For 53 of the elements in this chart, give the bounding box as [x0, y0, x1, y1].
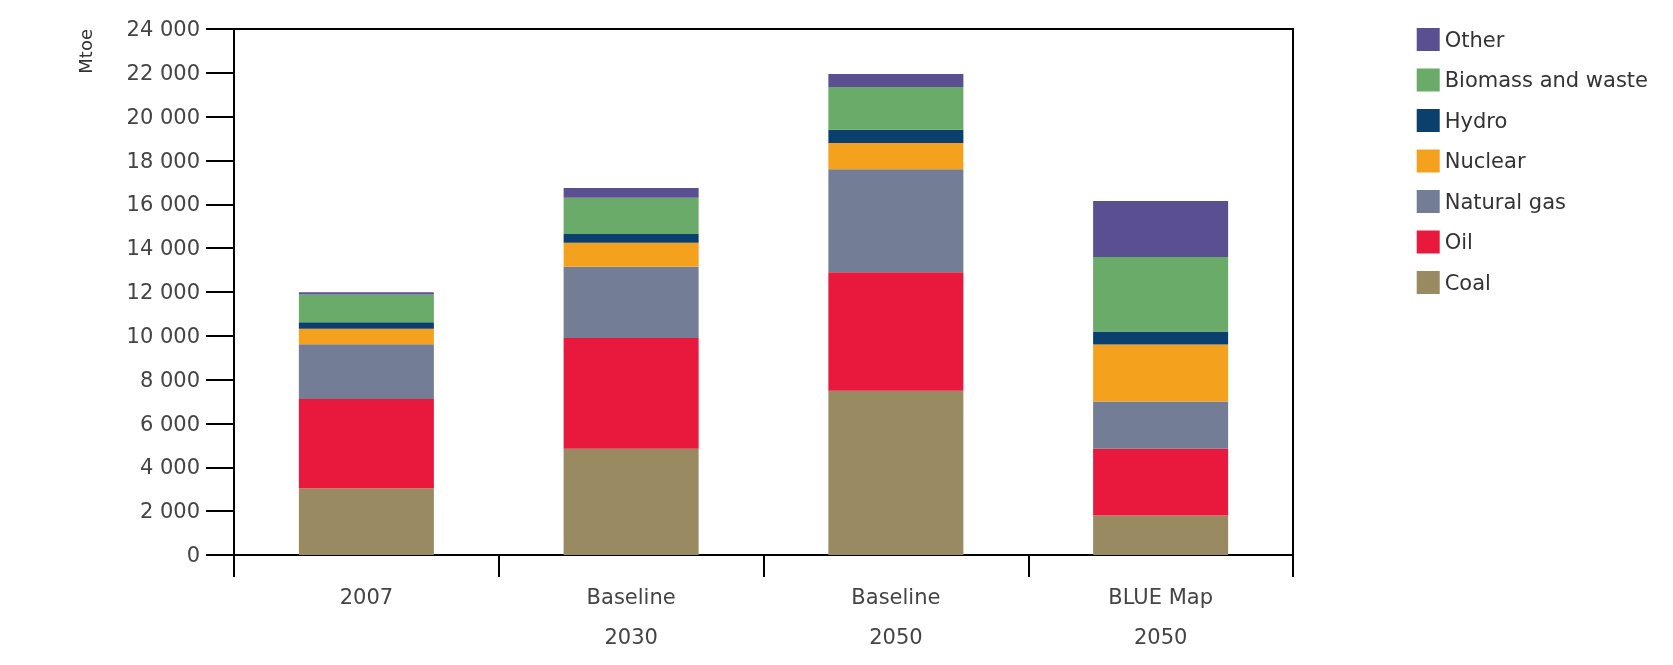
bar — [1093, 448, 1229, 516]
legend-label: Biomass and waste — [1444, 68, 1648, 92]
y-tick-label: 12 000 — [126, 280, 200, 304]
y-tick-label: 18 000 — [126, 148, 200, 173]
y-tick-label: 8 000 — [139, 367, 200, 392]
bar — [298, 322, 434, 329]
bar — [563, 197, 699, 234]
bar — [828, 272, 964, 391]
x-tick-label: 2007 — [339, 585, 394, 609]
bar — [828, 73, 964, 88]
bar — [828, 129, 964, 143]
bar — [298, 292, 434, 295]
x-tick-label: BLUE Map 2050 — [1108, 585, 1213, 649]
bar — [563, 233, 699, 243]
bar — [828, 390, 964, 555]
y-tick-label: 2 000 — [139, 499, 200, 524]
legend-label: Other — [1444, 27, 1505, 52]
x-tick-label: Baseline 2030 — [586, 585, 676, 649]
bar — [1093, 344, 1229, 402]
y-tick-label: 22 000 — [126, 60, 200, 85]
bar — [298, 328, 434, 345]
bar — [563, 448, 699, 555]
bar — [1093, 331, 1229, 345]
x-tick-label: Baseline 2050 — [851, 585, 941, 649]
bar — [1093, 515, 1229, 555]
bar — [828, 169, 964, 273]
y-tick-label: 20 000 — [126, 104, 200, 129]
legend-label: Oil — [1444, 230, 1473, 254]
bar — [298, 294, 434, 323]
y-tick-label: 16 000 — [126, 192, 200, 217]
y-tick-label: 24 000 — [126, 17, 200, 41]
legend-label: Hydro — [1444, 108, 1508, 133]
y-tick-label: 6 000 — [139, 411, 200, 436]
bar — [1093, 401, 1229, 449]
y-tick-label: 4 000 — [139, 455, 200, 480]
y-tick-label: 14 000 — [126, 236, 200, 261]
y-tick-label: 0 — [186, 543, 200, 567]
legend-label: Coal — [1444, 270, 1491, 295]
legend-label: Natural gas — [1444, 189, 1566, 214]
bar — [298, 398, 434, 489]
bar — [563, 242, 699, 267]
bar — [828, 142, 964, 170]
bar — [298, 488, 434, 555]
bar — [298, 344, 434, 399]
bar — [563, 187, 699, 198]
bar — [563, 338, 699, 449]
bar — [1093, 201, 1229, 257]
y-tick-label: 10 000 — [126, 323, 200, 348]
legend-label: Nuclear — [1444, 149, 1526, 173]
bar — [828, 87, 964, 130]
bar — [1093, 256, 1229, 332]
y-axis-title: Mtoe — [74, 29, 96, 74]
bar — [563, 266, 699, 339]
